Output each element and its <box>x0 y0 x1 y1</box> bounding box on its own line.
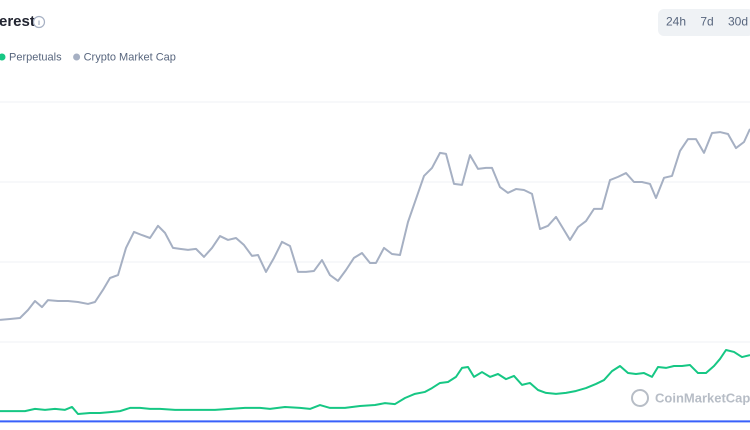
legend-swatch <box>73 53 81 61</box>
range-button[interactable]: 7d <box>700 15 713 29</box>
lines <box>0 128 750 423</box>
series-line <box>0 349 750 415</box>
legend: Perpetuals Crypto Market Cap <box>0 51 176 63</box>
range-button[interactable]: 24h <box>666 15 686 29</box>
legend-label[interactable]: Perpetuals <box>9 51 62 63</box>
series-line <box>0 128 750 321</box>
info-icon[interactable] <box>32 15 46 29</box>
chart-title: erest <box>0 13 35 30</box>
range-switch <box>658 9 750 36</box>
legend-label[interactable]: Crypto Market Cap <box>84 51 176 63</box>
watermark-logo <box>631 389 649 407</box>
watermark: CoinMarketCap <box>655 390 750 405</box>
range-button[interactable]: 30d <box>728 15 748 29</box>
legend-swatch <box>0 53 6 61</box>
